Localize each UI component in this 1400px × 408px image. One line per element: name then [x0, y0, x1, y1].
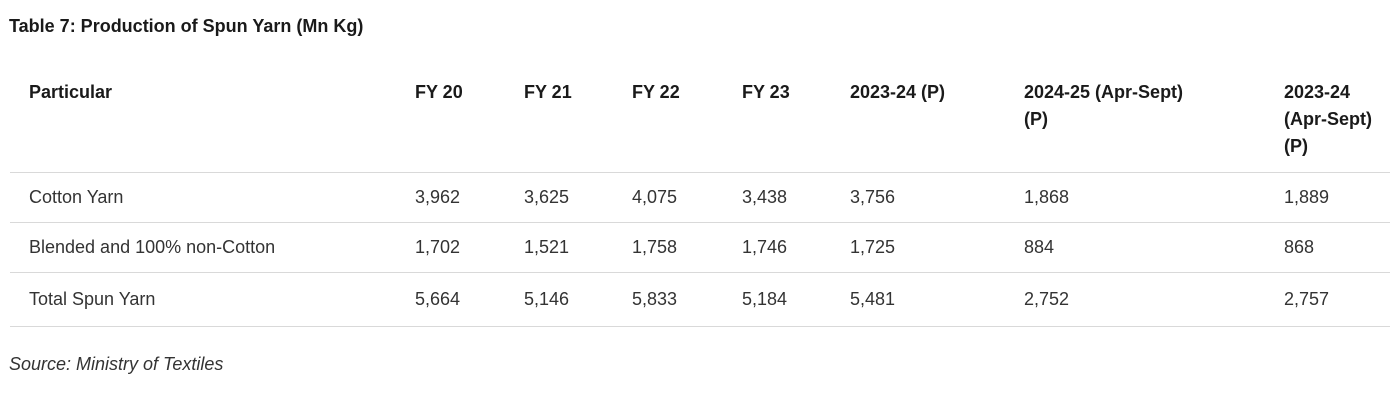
- cell-value: 2,752: [1024, 288, 1070, 309]
- header-row: Particular FY 20 FY 21 FY 22 FY 23 2023-…: [10, 72, 1390, 172]
- col-header-fy21: FY 21: [524, 82, 572, 102]
- cell-value: 1,746: [742, 236, 788, 257]
- cell-value: 5,481: [850, 288, 896, 309]
- row-label: Total Spun Yarn: [29, 288, 156, 309]
- cell-value: 5,184: [742, 288, 788, 309]
- col-header-particular: Particular: [29, 82, 113, 102]
- col-header-2024-25-apr-sept-p: 2024-25 (Apr-Sept) (P): [1024, 82, 1184, 129]
- col-header-fy20: FY 20: [415, 82, 463, 102]
- cell-value: 868: [1284, 236, 1315, 257]
- spun-yarn-production-table: Particular FY 20 FY 21 FY 22 FY 23 2023-…: [10, 72, 1390, 327]
- cell-value: 1,521: [524, 236, 570, 257]
- cell-value: 1,725: [850, 236, 896, 257]
- cell-value: 3,756: [850, 186, 896, 207]
- table-row-cotton-yarn: Cotton Yarn 3,962 3,625 4,075 3,438 3,75…: [10, 172, 1390, 222]
- cell-value: 3,438: [742, 186, 788, 207]
- cell-value: 5,146: [524, 288, 570, 309]
- cell-value: 3,962: [415, 186, 461, 207]
- cell-value: 1,702: [415, 236, 461, 257]
- table-title: Table 7: Production of Spun Yarn (Mn Kg): [9, 16, 364, 36]
- table-row-blended-non-cotton: Blended and 100% non-Cotton 1,702 1,521 …: [10, 222, 1390, 272]
- cell-value: 2,757: [1284, 288, 1330, 309]
- col-header-fy23: FY 23: [742, 82, 790, 102]
- row-label: Cotton Yarn: [29, 186, 124, 207]
- row-label: Blended and 100% non-Cotton: [29, 236, 276, 257]
- cell-value: 884: [1024, 236, 1055, 257]
- cell-value: 1,868: [1024, 186, 1070, 207]
- cell-value: 4,075: [632, 186, 678, 207]
- cell-value: 5,664: [415, 288, 461, 309]
- col-header-2023-24-apr-sept-p: 2023-24 (Apr-Sept) (P): [1284, 82, 1372, 156]
- col-header-fy22: FY 22: [632, 82, 680, 102]
- table-row-total-spun-yarn: Total Spun Yarn 5,664 5,146 5,833 5,184 …: [10, 272, 1390, 326]
- col-header-2023-24-p: 2023-24 (P): [850, 82, 946, 102]
- cell-value: 3,625: [524, 186, 570, 207]
- cell-value: 1,758: [632, 236, 678, 257]
- source-note: Source: Ministry of Textiles: [9, 354, 224, 374]
- cell-value: 1,889: [1284, 186, 1330, 207]
- cell-value: 5,833: [632, 288, 678, 309]
